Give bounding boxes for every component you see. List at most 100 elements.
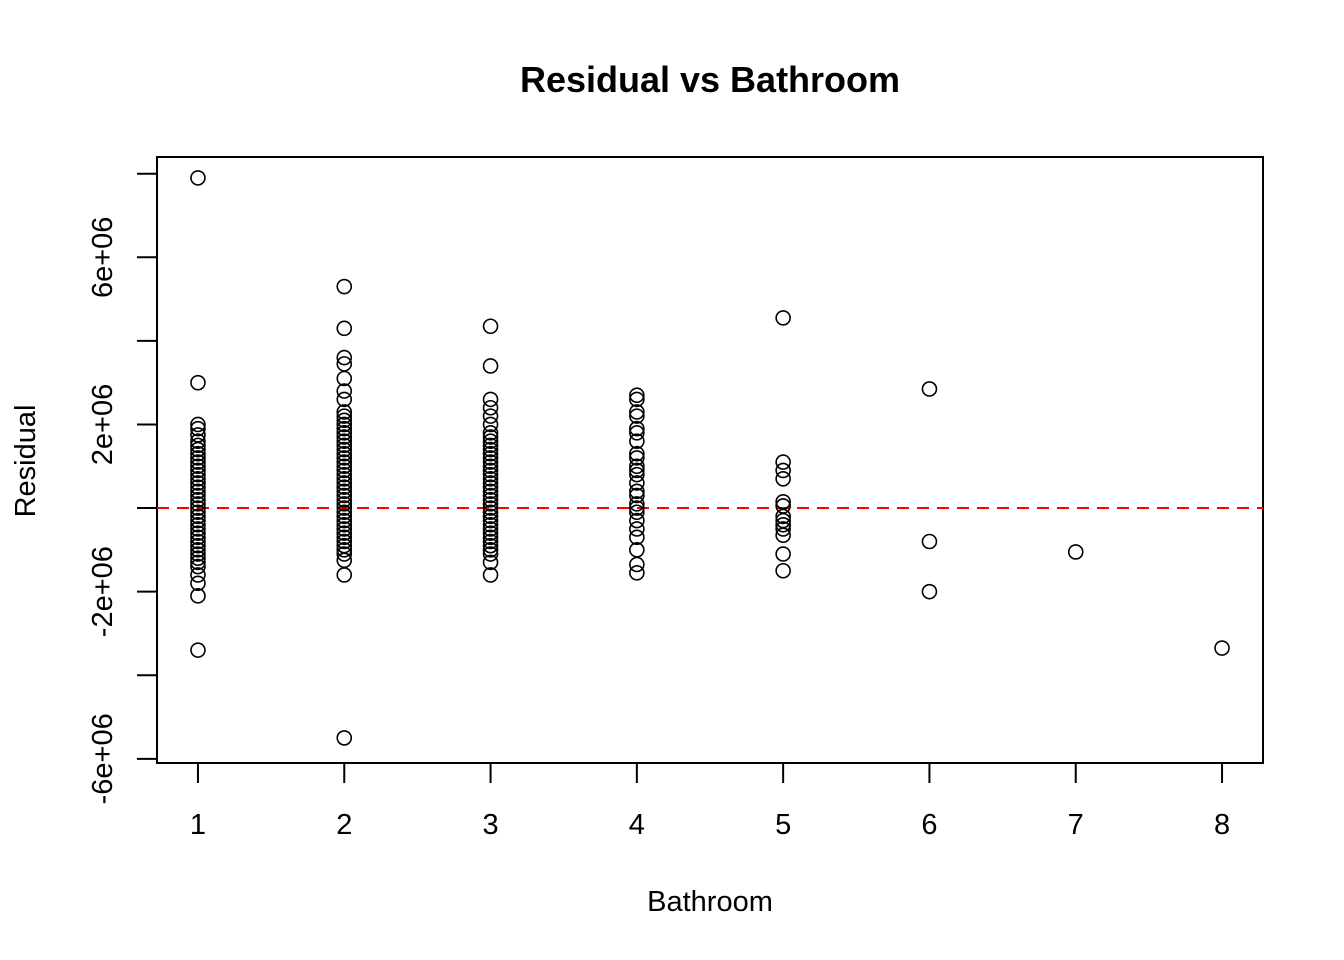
y-axis-label: Residual xyxy=(10,405,42,518)
data-point xyxy=(921,533,938,550)
data-point xyxy=(336,458,353,475)
data-point xyxy=(482,504,499,521)
x-tick-label: 1 xyxy=(190,809,206,841)
x-axis: 1 2 3 4 5 6 7 8 xyxy=(190,762,1230,841)
data-point xyxy=(629,387,645,404)
data-point xyxy=(190,466,206,483)
x-tick-label: 4 xyxy=(629,809,645,841)
data-point xyxy=(336,479,353,495)
data-point xyxy=(190,542,206,558)
data-point xyxy=(190,567,206,583)
data-point xyxy=(775,527,791,544)
data-point xyxy=(629,504,645,521)
data-point xyxy=(336,278,353,295)
data-point xyxy=(336,420,353,437)
data-point xyxy=(482,496,499,512)
data-point xyxy=(775,546,791,562)
data-point xyxy=(190,554,206,571)
data-point xyxy=(482,479,499,495)
data-point xyxy=(629,521,645,537)
data-point xyxy=(336,546,353,562)
data-point xyxy=(190,529,206,546)
data-point xyxy=(336,433,353,449)
data-point xyxy=(482,508,499,525)
y-tick-label: 2e+06 xyxy=(87,384,119,465)
data-point xyxy=(336,491,353,508)
data-point xyxy=(190,450,206,466)
data-point xyxy=(482,516,499,533)
data-point xyxy=(482,454,499,470)
data-point xyxy=(336,483,353,500)
x-tick-label: 6 xyxy=(921,809,937,841)
data-point xyxy=(190,525,206,541)
data-point xyxy=(629,425,645,441)
data-point xyxy=(336,412,353,429)
data-point xyxy=(190,170,206,186)
data-point xyxy=(336,500,353,516)
data-point xyxy=(629,391,645,408)
data-point xyxy=(775,516,791,533)
data-point xyxy=(336,466,353,483)
data-point xyxy=(482,416,499,433)
data-point xyxy=(336,404,353,420)
data-point xyxy=(482,471,499,487)
data-point xyxy=(336,516,353,533)
chart-title: Residual vs Bathroom xyxy=(520,59,900,100)
data-point xyxy=(190,471,206,487)
data-point xyxy=(336,450,353,466)
data-point xyxy=(482,318,499,335)
data-point xyxy=(190,550,206,567)
data-point xyxy=(629,512,645,529)
data-point xyxy=(336,475,353,491)
data-point xyxy=(482,399,499,416)
data-point xyxy=(190,479,206,495)
data-point xyxy=(482,542,499,558)
data-point xyxy=(482,462,499,479)
data-point xyxy=(482,425,499,441)
data-point xyxy=(336,512,353,529)
data-point xyxy=(482,458,499,475)
data-point xyxy=(190,416,206,433)
data-point xyxy=(482,521,499,537)
data-point xyxy=(629,556,645,573)
data-point xyxy=(482,433,499,449)
data-point xyxy=(482,546,499,562)
data-point xyxy=(629,458,645,475)
data-point xyxy=(629,445,645,462)
data-point xyxy=(190,491,206,508)
data-point xyxy=(190,487,206,504)
data-point xyxy=(190,516,206,533)
y-tick-label: 6e+06 xyxy=(87,217,119,298)
data-point xyxy=(190,546,206,562)
data-point xyxy=(190,454,206,470)
data-point xyxy=(482,358,499,374)
data-point xyxy=(190,496,206,512)
data-point xyxy=(482,483,499,500)
data-point xyxy=(336,496,353,512)
data-point xyxy=(482,529,499,546)
data-point xyxy=(190,512,206,529)
data-point xyxy=(775,562,791,579)
data-point xyxy=(775,471,791,487)
data-point xyxy=(190,508,206,525)
data-point xyxy=(336,370,353,387)
data-point xyxy=(629,420,645,437)
data-point xyxy=(190,445,206,462)
data-point xyxy=(190,458,206,475)
data-point xyxy=(1067,544,1084,560)
data-point xyxy=(629,565,645,581)
data-point xyxy=(629,450,645,466)
x-tick-label: 5 xyxy=(775,809,791,841)
data-point xyxy=(482,437,499,454)
data-point xyxy=(336,429,353,445)
data-point xyxy=(336,462,353,479)
data-point xyxy=(190,642,206,658)
x-tick-label: 8 xyxy=(1214,809,1230,841)
data-point xyxy=(190,521,206,537)
data-point xyxy=(482,491,499,508)
data-point xyxy=(190,575,206,592)
data-point xyxy=(336,416,353,433)
data-point xyxy=(629,529,645,546)
plot-frame xyxy=(156,156,1264,764)
